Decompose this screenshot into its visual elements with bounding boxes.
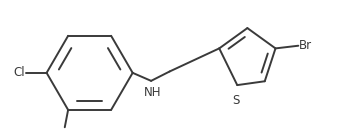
Text: Cl: Cl xyxy=(13,66,25,79)
Text: Br: Br xyxy=(299,39,312,52)
Text: NH: NH xyxy=(144,86,161,99)
Text: S: S xyxy=(232,94,239,107)
